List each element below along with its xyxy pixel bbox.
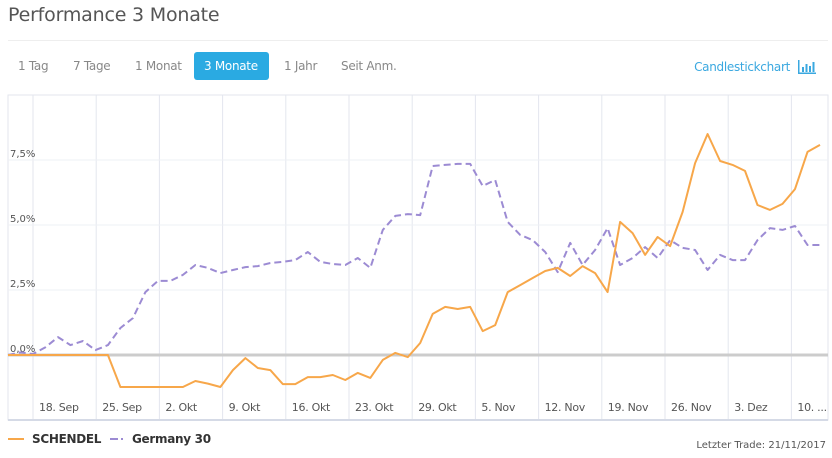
tab-seit-anm[interactable]: Seit Anm. bbox=[341, 59, 397, 73]
x-tick-label: 23. Okt bbox=[355, 401, 394, 414]
legend-line-solid-icon bbox=[8, 438, 24, 440]
x-tick-label: 9. Okt bbox=[229, 401, 262, 414]
x-tick-label: 25. Sep bbox=[102, 401, 142, 414]
candlestick-label: Candlestickchart bbox=[694, 60, 790, 74]
x-tick-label: 26. Nov bbox=[671, 401, 712, 414]
legend-line-dashed-icon bbox=[110, 438, 124, 440]
x-tick-label: 29. Okt bbox=[418, 401, 457, 414]
page-title: Performance 3 Monate bbox=[8, 4, 220, 26]
candlestick-chart-link[interactable]: Candlestickchart bbox=[694, 60, 816, 74]
x-tick-label: 10. ... bbox=[797, 401, 826, 414]
bar-chart-icon bbox=[798, 60, 816, 74]
x-tick-label: 12. Nov bbox=[545, 401, 586, 414]
legend-schendel[interactable]: SCHENDEL bbox=[8, 432, 101, 446]
tab-1-monat[interactable]: 1 Monat bbox=[135, 59, 182, 73]
legend-label: SCHENDEL bbox=[32, 432, 102, 446]
last-trade: Letzter Trade: 21/11/2017 bbox=[696, 440, 826, 451]
x-tick-label: 16. Okt bbox=[292, 401, 331, 414]
legend-label: Germany 30 bbox=[132, 432, 211, 446]
x-tick-label: 18. Sep bbox=[39, 401, 79, 414]
y-tick-label: 0,0% bbox=[10, 344, 35, 355]
tab-1-tag[interactable]: 1 Tag bbox=[18, 59, 49, 73]
x-tick-label: 5. Nov bbox=[481, 401, 515, 414]
divider bbox=[8, 40, 828, 41]
plot-frame bbox=[7, 94, 829, 421]
legend-germany30[interactable]: Germany 30 bbox=[110, 432, 211, 446]
tab-1-jahr[interactable]: 1 Jahr bbox=[284, 59, 318, 73]
x-tick-label: 2. Okt bbox=[165, 401, 198, 414]
series-line-schendel bbox=[8, 133, 821, 388]
y-tick-label: 2,5% bbox=[10, 279, 35, 290]
x-tick-label: 3. Dez bbox=[734, 401, 768, 414]
series-line-germany-30 bbox=[7, 162, 820, 356]
y-tick-label: 7,5% bbox=[10, 149, 35, 160]
tab-3-monate[interactable]: 3 Monate bbox=[194, 52, 269, 80]
y-tick-label: 5,0% bbox=[10, 214, 35, 225]
x-tick-label: 19. Nov bbox=[608, 401, 649, 414]
tab-7-tage[interactable]: 7 Tage bbox=[73, 59, 111, 73]
